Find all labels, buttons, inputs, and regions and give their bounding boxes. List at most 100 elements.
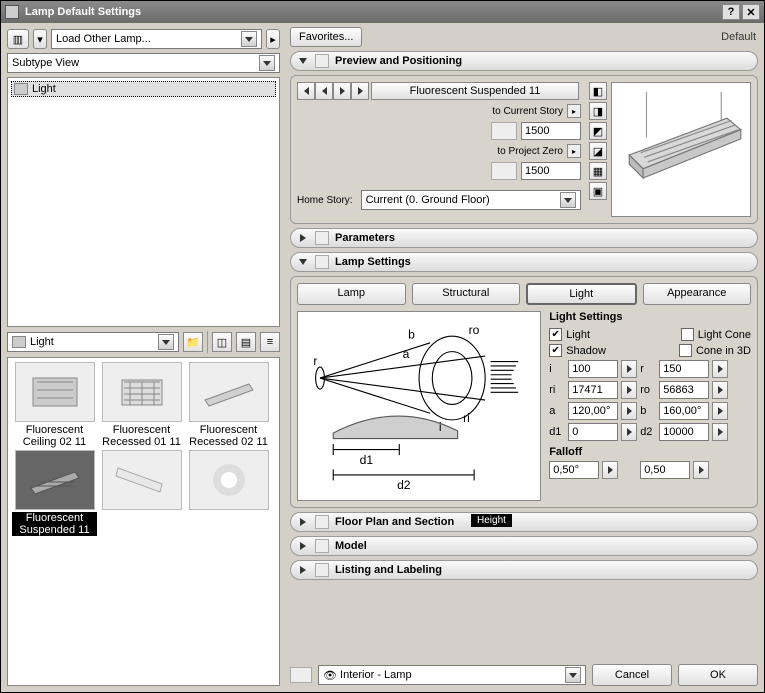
- disclosure-icon[interactable]: [297, 564, 309, 576]
- thumbnail-image: [189, 362, 269, 422]
- falloff-input-2[interactable]: [640, 461, 690, 479]
- tab-lamp[interactable]: Lamp: [297, 283, 406, 305]
- section-floor-plan[interactable]: Floor Plan and Section Height: [290, 512, 758, 532]
- story-link-icon[interactable]: ▸: [567, 104, 581, 118]
- up-folder-button[interactable]: 📁: [183, 332, 203, 352]
- library-browser[interactable]: Fluorescent Ceiling 02 11 Fluorescent Re…: [7, 357, 280, 686]
- param-input-ro[interactable]: [659, 381, 709, 399]
- section-listing[interactable]: Listing and Labeling: [290, 560, 758, 580]
- chevron-down-icon[interactable]: [259, 55, 275, 71]
- view-list-button[interactable]: ≡: [260, 332, 280, 352]
- disclosure-icon[interactable]: [297, 516, 309, 528]
- tab-light[interactable]: Light: [526, 283, 637, 305]
- load-other-lamp-dropdown[interactable]: Load Other Lamp...: [51, 29, 262, 49]
- step-button[interactable]: [712, 423, 728, 441]
- lamp-settings-panel: Lamp Structural Light Appearance: [290, 276, 758, 508]
- disclosure-icon[interactable]: [297, 256, 309, 268]
- disclosure-icon[interactable]: [297, 55, 309, 67]
- favorites-button[interactable]: Favorites...: [290, 27, 362, 47]
- preview-mode-button[interactable]: ◧: [589, 82, 607, 100]
- browser-folder-dropdown[interactable]: Light: [7, 332, 179, 352]
- thumbnail[interactable]: Fluorescent Ceiling 02 11: [12, 362, 97, 448]
- thumbnail-label: Fluorescent Recessed 02 11: [186, 424, 271, 448]
- checkbox-cone3d[interactable]: [679, 344, 692, 357]
- section-parameters[interactable]: Parameters: [290, 228, 758, 248]
- to-current-story-input[interactable]: [521, 122, 581, 140]
- param-input-a[interactable]: [568, 402, 618, 420]
- param-input-d2[interactable]: [659, 423, 709, 441]
- section-lamp-settings[interactable]: Lamp Settings: [290, 252, 758, 272]
- prev-item-button[interactable]: [297, 82, 315, 100]
- step-button[interactable]: [621, 423, 637, 441]
- param-input-i[interactable]: [568, 360, 618, 378]
- step-button[interactable]: [712, 360, 728, 378]
- section-preview-positioning[interactable]: Preview and Positioning: [290, 51, 758, 71]
- step-button[interactable]: [621, 381, 637, 399]
- step-button[interactable]: [712, 381, 728, 399]
- disclosure-icon[interactable]: [297, 540, 309, 552]
- chevron-down-icon[interactable]: [241, 31, 257, 47]
- param-input-r[interactable]: [659, 360, 709, 378]
- layer-value: Interior - Lamp: [340, 669, 412, 681]
- chevron-down-icon[interactable]: [560, 192, 576, 208]
- checkbox-shadow[interactable]: [549, 344, 562, 357]
- tab-structural[interactable]: Structural: [412, 283, 521, 305]
- next-item-button[interactable]: [351, 82, 369, 100]
- ok-button[interactable]: OK: [678, 664, 758, 686]
- disclosure-icon[interactable]: [297, 232, 309, 244]
- step-button[interactable]: [621, 360, 637, 378]
- thumbnail[interactable]: Fluorescent Recessed 02 11: [186, 362, 271, 448]
- folder-tree[interactable]: Light: [7, 77, 280, 327]
- param-label-ri: ri: [549, 384, 565, 396]
- zero-link-icon[interactable]: ▸: [567, 144, 581, 158]
- load-other-lamp-label: Load Other Lamp...: [56, 33, 151, 45]
- layer-dropdown[interactable]: 👁 Interior - Lamp: [318, 665, 586, 685]
- falloff-input-1[interactable]: [549, 461, 599, 479]
- step-button[interactable]: [712, 402, 728, 420]
- section-model[interactable]: Model: [290, 536, 758, 556]
- tab-appearance[interactable]: Appearance: [643, 283, 752, 305]
- preview-mode-button[interactable]: ◪: [589, 142, 607, 160]
- param-input-d1[interactable]: [568, 423, 618, 441]
- checkbox-light[interactable]: [549, 328, 562, 341]
- param-label-a: a: [549, 405, 565, 417]
- separator: [207, 331, 208, 353]
- step-button[interactable]: [602, 461, 618, 479]
- window-title: Lamp Default Settings: [25, 6, 720, 18]
- section-title: Preview and Positioning: [335, 55, 462, 67]
- step-button[interactable]: [693, 461, 709, 479]
- thumbnail[interactable]: Fluorescent Recessed 01 11: [99, 362, 184, 448]
- param-label-i: i: [549, 363, 565, 375]
- prev-item-button-2[interactable]: [315, 82, 333, 100]
- folder-item-light[interactable]: Light: [11, 81, 276, 97]
- thumbnail[interactable]: Fluorescent Suspended 11: [12, 450, 97, 536]
- param-input-ri[interactable]: [568, 381, 618, 399]
- load-other-arrow[interactable]: ▸: [266, 29, 280, 49]
- thumbnail[interactable]: [186, 450, 271, 536]
- chevron-down-icon[interactable]: [158, 334, 174, 350]
- view-large-icons-button[interactable]: ◫: [212, 332, 232, 352]
- cancel-button[interactable]: Cancel: [592, 664, 672, 686]
- home-story-dropdown[interactable]: Current (0. Ground Floor): [361, 190, 581, 210]
- preview-mode-button[interactable]: ◩: [589, 122, 607, 140]
- library-view-dropdown[interactable]: ▾: [33, 29, 47, 49]
- library-view-button[interactable]: ▥: [7, 29, 29, 49]
- subtype-view-dropdown[interactable]: Subtype View: [7, 53, 280, 73]
- home-story-label: Home Story:: [297, 195, 353, 206]
- chevron-down-icon[interactable]: [565, 667, 581, 683]
- preview-mode-button[interactable]: ◨: [589, 102, 607, 120]
- step-button[interactable]: [621, 402, 637, 420]
- help-button[interactable]: ?: [722, 4, 740, 20]
- folder-icon: [12, 336, 26, 348]
- next-item-button-2[interactable]: [333, 82, 351, 100]
- subtype-view-label: Subtype View: [12, 57, 79, 69]
- preview-mode-button[interactable]: ▣: [589, 182, 607, 200]
- to-project-zero-input[interactable]: [521, 162, 581, 180]
- view-small-icons-button[interactable]: ▤: [236, 332, 256, 352]
- param-input-b[interactable]: [659, 402, 709, 420]
- preview-mode-button[interactable]: ▦: [589, 162, 607, 180]
- close-button[interactable]: ✕: [742, 4, 760, 20]
- section-title: Lamp Settings: [335, 256, 411, 268]
- checkbox-lightcone[interactable]: [681, 328, 694, 341]
- thumbnail[interactable]: [99, 450, 184, 536]
